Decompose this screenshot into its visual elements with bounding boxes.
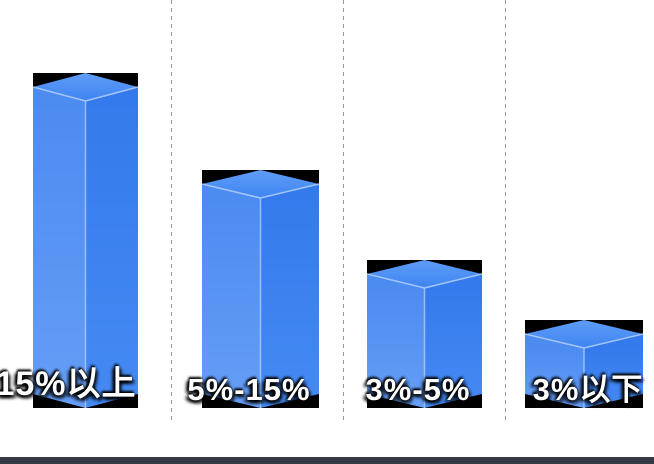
dashed-separator-line — [171, 0, 172, 420]
bar-left-face — [367, 274, 425, 408]
bar-cuboid-graphic — [525, 320, 643, 408]
dashed-separator-line — [505, 0, 506, 420]
bar-left-face — [525, 334, 584, 408]
chart-bar — [367, 260, 482, 408]
chart-bar — [525, 320, 643, 408]
bar-cuboid-graphic — [33, 73, 138, 408]
chart-bar — [33, 73, 138, 408]
bar-right-face — [260, 184, 319, 408]
bar-left-face — [33, 87, 86, 408]
bar-category-label: 3%以下 — [532, 372, 644, 407]
bar-cuboid-graphic — [367, 260, 482, 408]
bar-cuboid-graphic — [202, 170, 319, 408]
bar-category-label: 5%-15% — [187, 372, 311, 407]
bar-left-face — [202, 184, 261, 408]
bar-right-face — [85, 87, 138, 408]
bar-right-face — [584, 334, 643, 408]
bar-category-label: 3%-5% — [365, 372, 471, 407]
bar-category-label: 15%以上 — [0, 365, 137, 403]
chart-bar — [202, 170, 319, 408]
dashed-separator-line — [343, 0, 344, 420]
footer-bar — [0, 457, 654, 464]
bar-right-face — [424, 274, 482, 408]
